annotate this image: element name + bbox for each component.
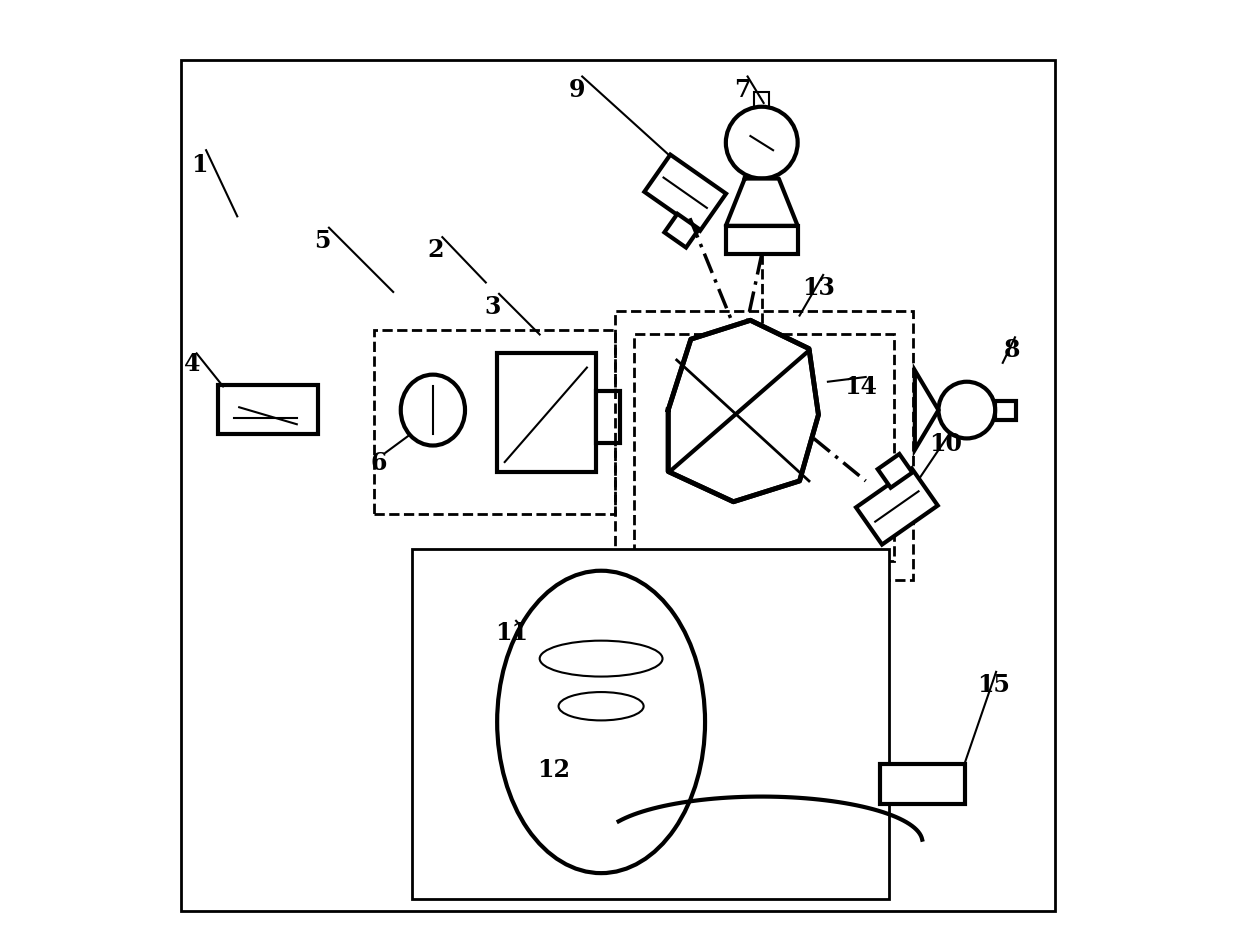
Text: 7: 7 [734,77,751,102]
Circle shape [725,108,797,179]
Text: 1: 1 [191,153,208,177]
Bar [497,354,596,472]
Polygon shape [668,321,818,502]
Ellipse shape [401,376,465,447]
Bar [218,385,317,434]
Text: 5: 5 [314,228,331,253]
Text: 8: 8 [1004,337,1021,362]
Bar [754,93,769,108]
Bar [374,330,615,514]
Polygon shape [725,179,797,227]
Polygon shape [878,454,913,488]
Ellipse shape [497,571,706,873]
Text: 2: 2 [428,238,444,262]
Polygon shape [645,156,727,231]
Polygon shape [665,214,699,248]
Polygon shape [856,469,937,545]
Text: 11: 11 [495,620,528,645]
Bar [996,401,1016,420]
Text: 14: 14 [844,375,878,399]
Bar [615,312,913,581]
Ellipse shape [539,641,662,677]
Text: 13: 13 [802,276,835,300]
Bar [725,227,797,255]
Bar [634,335,894,562]
Circle shape [939,382,996,439]
Bar [596,392,620,444]
Bar [521,625,682,738]
Text: 10: 10 [930,431,962,456]
Text: 12: 12 [537,757,570,782]
Bar [880,765,965,804]
Text: 6: 6 [371,450,387,475]
Text: 4: 4 [184,351,200,376]
Bar [412,549,889,899]
Polygon shape [915,371,939,450]
Text: 9: 9 [569,77,585,102]
Ellipse shape [558,692,644,720]
Text: 15: 15 [977,672,1009,697]
Text: 3: 3 [485,295,501,319]
